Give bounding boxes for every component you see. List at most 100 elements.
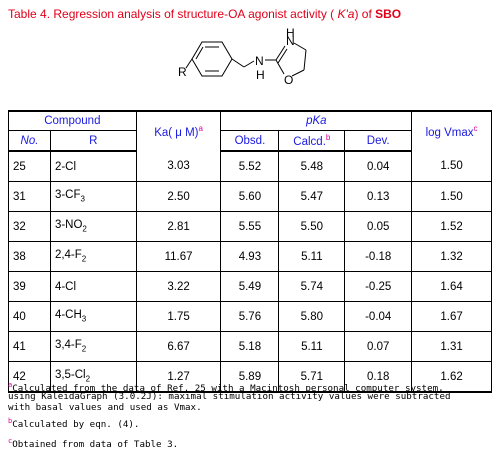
cell-dev: 0.04 (344, 151, 413, 182)
cell-no: 40 (8, 301, 51, 332)
r-label: R (178, 65, 187, 79)
footnote-a-line2: using KaleidaGraph (3.0.2J): maximal sti… (8, 391, 451, 402)
cell-obsd: 5.18 (220, 331, 280, 362)
table-row: 39 4-Cl 3.22 5.49 5.74 -0.25 1.64 (8, 271, 492, 302)
header-dev: Dev. (344, 130, 413, 152)
cell-no: 42 (8, 361, 51, 393)
cell-no: 39 (8, 271, 51, 302)
cell-r: 4-CH3 (49, 301, 137, 332)
cell-r: 3,5-Cl2 (49, 361, 137, 393)
cell-calcd: 5.71 (278, 361, 346, 393)
footnote-b: bCalculated by eqn. (4). (8, 417, 140, 431)
ring-n-label: N (286, 34, 295, 48)
cell-calcd: 5.11 (278, 331, 346, 362)
header-no: No. (8, 130, 51, 152)
regression-table: Compound Ka( μ M)a pKa log Vmaxc No. R O… (8, 110, 492, 393)
footnote-a: aCalculated from the data of Ref. 25 wit… (8, 381, 444, 395)
cell-ka: 3.22 (135, 271, 222, 302)
calcd-footnote-mark: b (325, 133, 331, 143)
chemical-structure: R N H N H O (178, 28, 307, 87)
cell-no: 25 (8, 151, 51, 182)
header-compound: Compound (8, 110, 137, 131)
cell-r: 2-Cl (49, 151, 137, 182)
cell-dev: 0.05 (344, 211, 413, 242)
logv-footnote-mark: c (473, 124, 478, 134)
cell-calcd: 5.47 (278, 181, 346, 212)
cell-calcd: 5.11 (278, 241, 346, 272)
cell-r: 3-CF3 (49, 181, 137, 212)
cell-dev: -0.18 (344, 241, 413, 272)
cell-ka: 6.67 (135, 331, 222, 362)
cell-calcd: 5.48 (278, 151, 346, 182)
cell-logv: 1.50 (411, 181, 492, 212)
cell-no: 31 (8, 181, 51, 212)
cell-calcd: 5.74 (278, 271, 346, 302)
cell-dev: 0.07 (344, 331, 413, 362)
cell-no: 32 (8, 211, 51, 242)
footnote-c: cObtained from data of Table 3. (8, 437, 179, 451)
table-row: 32 3-NO2 2.81 5.55 5.50 0.05 1.52 (8, 211, 492, 242)
cell-obsd: 5.49 (220, 271, 280, 302)
cell-ka: 2.50 (135, 181, 222, 212)
header-logv: log Vmaxc (411, 110, 492, 151)
cell-obsd: 5.55 (220, 211, 280, 242)
cell-dev: 0.13 (344, 181, 413, 212)
ring-h-label: H (286, 28, 295, 40)
cell-dev: 0.18 (344, 361, 413, 393)
header-ka: Ka( μ M)a (135, 110, 222, 151)
cell-r: 4-Cl (49, 271, 137, 302)
cell-no: 41 (8, 331, 51, 362)
header-pka: pKa (220, 110, 413, 131)
header-row-2: No. R Obsd. Calcd.b Dev. (8, 130, 492, 152)
table-row: 40 4-CH3 1.75 5.76 5.80 -0.04 1.67 (8, 301, 492, 332)
cell-ka: 1.27 (135, 361, 222, 393)
header-r: R (49, 130, 137, 152)
cell-ka: 2.81 (135, 211, 222, 242)
cell-logv: 1.67 (411, 301, 492, 332)
cell-obsd: 5.76 (220, 301, 280, 332)
cell-logv: 1.62 (411, 361, 492, 393)
table-row: 41 3,4-F2 6.67 5.18 5.11 0.07 1.31 (8, 331, 492, 362)
footnote-a-line3: with basal values and used as Vmax. (8, 402, 202, 413)
cell-obsd: 5.89 (220, 361, 280, 393)
cell-r: 2,4-F2 (49, 241, 137, 272)
cell-dev: -0.04 (344, 301, 413, 332)
cell-dev: -0.25 (344, 271, 413, 302)
caption-prefix: Table 4. Regression analysis of structur… (8, 7, 338, 21)
cell-obsd: 5.60 (220, 181, 280, 212)
table-row: 25 2-Cl 3.03 5.52 5.48 0.04 1.50 (8, 151, 492, 182)
table-row: 42 3,5-Cl2 1.27 5.89 5.71 0.18 1.62 (8, 361, 492, 393)
nh-h-label: H (256, 68, 265, 82)
header-calcd: Calcd.b (278, 130, 346, 152)
header-obsd: Obsd. (220, 130, 280, 152)
cell-obsd: 4.93 (220, 241, 280, 272)
caption-compound: SBO (375, 7, 402, 21)
cell-logv: 1.32 (411, 241, 492, 272)
cell-calcd: 5.50 (278, 211, 346, 242)
cell-logv: 1.52 (411, 211, 492, 242)
table-body: 25 2-Cl 3.03 5.52 5.48 0.04 1.50 31 3-CF3 2.50 5.6… (8, 151, 492, 393)
cell-ka: 11.67 (135, 241, 222, 272)
cell-ka: 1.75 (135, 301, 222, 332)
header-row-1: Compound Ka( μ M)a pKa log Vmaxc (8, 110, 492, 151)
ka-footnote-mark: a (198, 124, 203, 134)
ring-o-label: O (284, 73, 293, 87)
cell-calcd: 5.80 (278, 301, 346, 332)
table-caption: Table 4. Regression analysis of structur… (8, 7, 401, 21)
footnote-c-mark: c (8, 437, 13, 445)
footnote-a-mark: a (8, 381, 13, 389)
cell-obsd: 5.52 (220, 151, 280, 182)
cell-logv: 1.64 (411, 271, 492, 302)
cell-logv: 1.50 (411, 151, 492, 182)
cell-r: 3-NO2 (49, 211, 137, 242)
table-row: 38 2,4-F2 11.67 4.93 5.11 -0.18 1.32 (8, 241, 492, 272)
footnote-b-mark: b (8, 417, 13, 425)
table-row: 31 3-CF3 2.50 5.60 5.47 0.13 1.50 (8, 181, 492, 212)
nh-n-label: N (255, 54, 264, 68)
cell-no: 38 (8, 241, 51, 272)
caption-ka: K'a (337, 7, 355, 21)
cell-ka: 3.03 (135, 151, 222, 182)
caption-mid: ) of (354, 7, 376, 21)
cell-logv: 1.31 (411, 331, 492, 362)
cell-r: 3,4-F2 (49, 331, 137, 362)
